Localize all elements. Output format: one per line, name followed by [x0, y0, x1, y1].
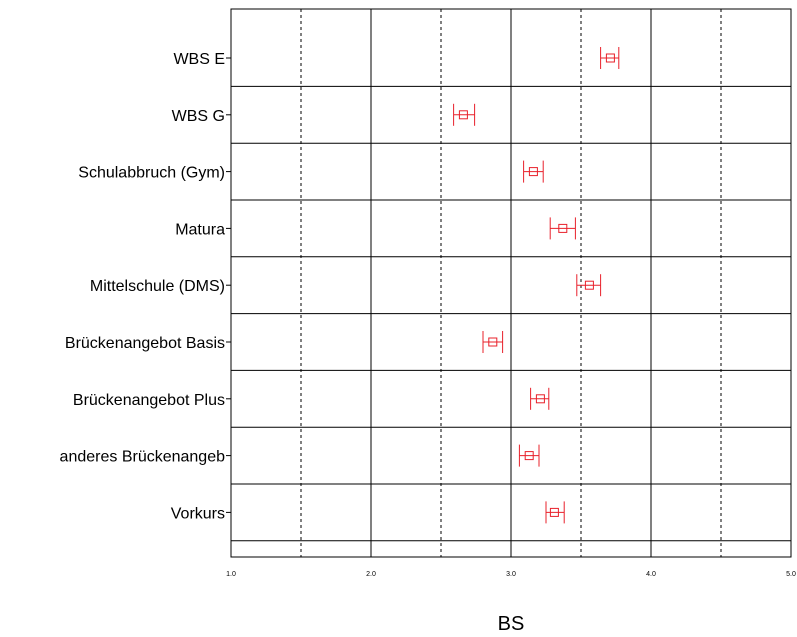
x-tick-label-2: 3.0 [506, 571, 516, 578]
category-label-3: Matura [175, 221, 225, 238]
marker-7 [524, 451, 534, 461]
category-label-4: Mittelschule (DMS) [90, 278, 225, 295]
x-tick-label-3: 4.0 [646, 571, 656, 578]
marker-5 [488, 337, 498, 347]
category-label-5: Brückenangebot Basis [65, 335, 225, 352]
data-point-5 [482, 331, 504, 353]
marker-4 [584, 280, 594, 290]
marker-8 [549, 507, 559, 517]
category-label-7: anderes Brückenangeb [60, 449, 226, 466]
gridlines [230, 9, 792, 557]
data-point-2 [523, 160, 544, 183]
data-point-7 [518, 444, 540, 467]
marker-1 [458, 110, 468, 120]
data-point-8 [545, 501, 565, 524]
category-labels: WBS E WBS G Schulabbruch (Gym) Matura Mittel… [60, 51, 231, 522]
marker-0 [605, 53, 615, 63]
x-axis-title: BS [498, 613, 525, 635]
x-tick-label-0: 1.0 [226, 571, 236, 578]
category-label-6: Brückenangebot Plus [73, 392, 225, 409]
marker-2 [528, 167, 538, 177]
marker-3 [558, 223, 568, 233]
category-label-1: WBS G [172, 108, 225, 125]
tick-labels: 1.0 2.0 3.0 4.0 5.0 [226, 571, 796, 578]
x-tick-label-4: 5.0 [786, 571, 796, 578]
data-marks [453, 47, 620, 524]
category-label-2: Schulabbruch (Gym) [78, 165, 225, 182]
category-label-0: WBS E [173, 51, 225, 68]
row-separators [231, 85, 791, 542]
data-point-3 [549, 217, 576, 240]
data-point-4 [576, 274, 602, 297]
data-point-6 [530, 387, 550, 410]
data-point-1 [453, 103, 476, 126]
marker-6 [535, 394, 545, 404]
category-label-8: Vorkurs [171, 505, 225, 522]
x-tick-label-1: 2.0 [366, 571, 376, 578]
data-point-0 [600, 47, 620, 69]
